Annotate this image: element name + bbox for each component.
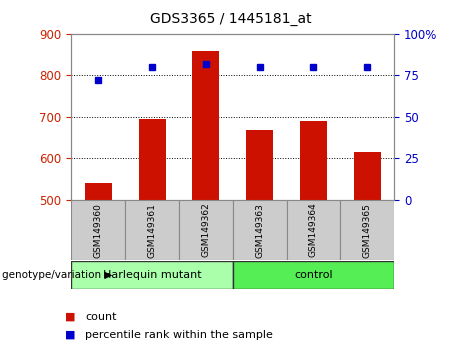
Text: GSM149362: GSM149362 [201, 203, 210, 257]
FancyBboxPatch shape [125, 200, 179, 260]
Text: Harlequin mutant: Harlequin mutant [103, 270, 201, 280]
Text: GDS3365 / 1445181_at: GDS3365 / 1445181_at [150, 12, 311, 27]
FancyBboxPatch shape [71, 200, 125, 260]
Text: GSM149364: GSM149364 [309, 203, 318, 257]
FancyBboxPatch shape [233, 200, 287, 260]
FancyBboxPatch shape [340, 200, 394, 260]
Bar [139, 119, 165, 200]
FancyBboxPatch shape [287, 200, 340, 260]
Text: ■: ■ [65, 330, 75, 339]
Text: count: count [85, 312, 117, 322]
Bar [193, 51, 219, 200]
Text: percentile rank within the sample: percentile rank within the sample [85, 330, 273, 339]
Text: GSM149365: GSM149365 [363, 202, 372, 258]
Text: ■: ■ [65, 312, 75, 322]
Text: control: control [294, 270, 333, 280]
Bar [354, 152, 381, 200]
Text: GSM149360: GSM149360 [94, 202, 103, 258]
FancyBboxPatch shape [233, 261, 394, 289]
Bar [85, 183, 112, 200]
Text: GSM149363: GSM149363 [255, 202, 264, 258]
FancyBboxPatch shape [71, 261, 233, 289]
Bar [246, 130, 273, 200]
Text: GSM149361: GSM149361 [148, 202, 157, 258]
Text: genotype/variation ▶: genotype/variation ▶ [2, 270, 112, 280]
FancyBboxPatch shape [179, 200, 233, 260]
Bar [300, 121, 327, 200]
